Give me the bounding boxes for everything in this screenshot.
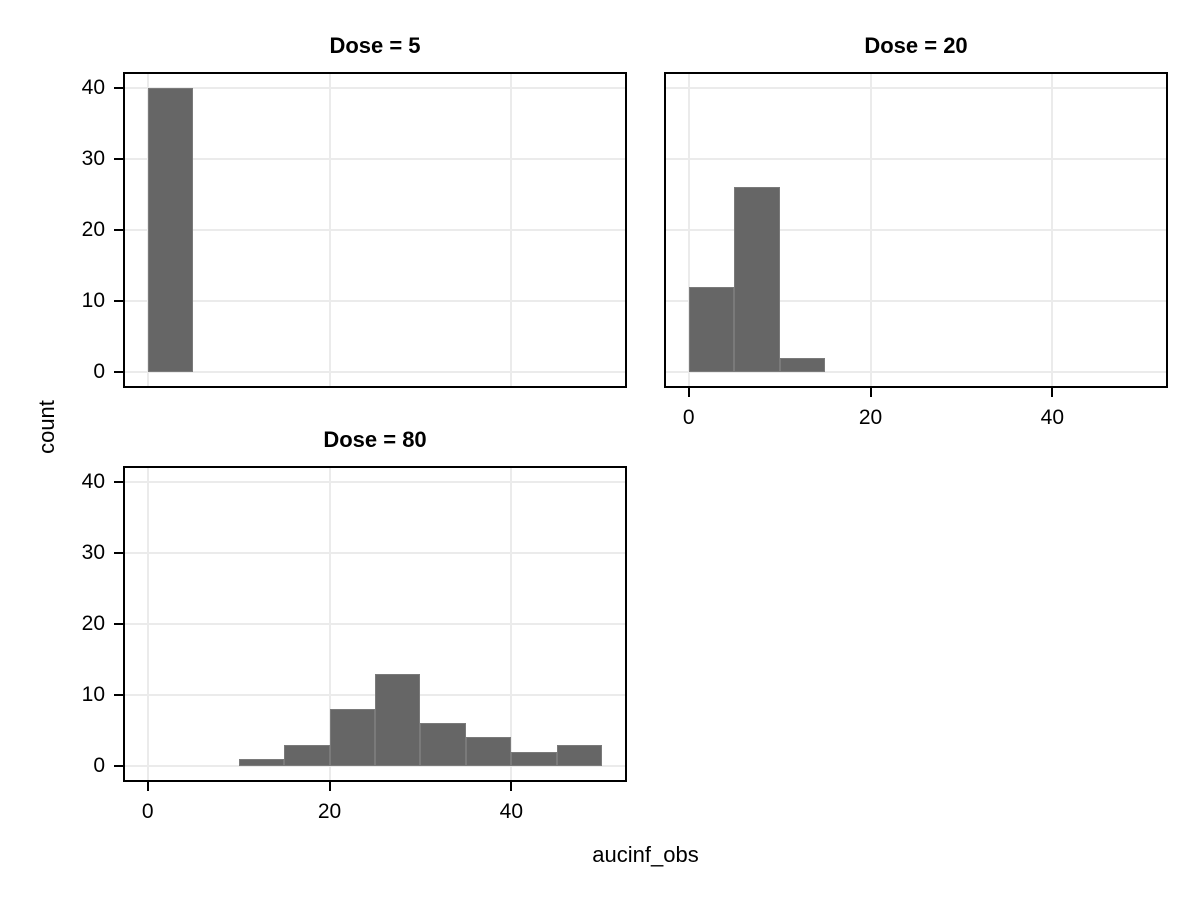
gridline-y-30 [666,158,1166,161]
histogram-bar [688,286,735,372]
gridline-y-40 [666,87,1166,90]
y-tick-label: 0 [93,359,105,383]
x-tick-label: 20 [317,800,342,823]
histogram-bar [375,673,421,766]
gridline-y-0 [125,764,625,767]
x-tick-label: 0 [141,800,154,823]
y-tick-mark [114,229,123,231]
gridline-y-40 [125,481,625,484]
y-tick-mark [114,764,123,767]
x-tick-label: 0 [682,406,695,429]
gridline-x-40 [1051,74,1054,386]
facet-panel-dose-5 [123,72,627,388]
gridline-x-20 [328,468,331,780]
histogram-bar [147,88,194,372]
y-tick-label: 10 [81,288,105,312]
gridline-y-10 [666,299,1166,302]
gridline-y-40 [125,87,625,90]
histogram-bar [511,751,557,766]
gridline-y-20 [125,623,625,625]
gridline-y-0 [666,370,1166,373]
gridline-y-20 [666,229,1166,231]
histogram-bar [420,723,466,766]
gridline-x-40 [510,468,513,780]
y-tick-mark [114,158,123,161]
y-tick-mark [114,623,123,625]
y-tick-label: 0 [93,753,105,777]
y-tick-label: 10 [81,682,105,706]
y-tick-label: 30 [81,541,105,565]
gridline-x-20 [328,74,331,386]
x-tick-mark [687,388,690,397]
histogram-bar [779,357,826,372]
gridline-x-0 [687,74,690,386]
gridline-y-30 [125,158,625,161]
gridline-y-10 [125,299,625,302]
gridline-y-30 [125,552,625,555]
facet-panel-dose-20 [664,72,1168,388]
y-tick-mark [114,299,123,302]
histogram-bar [284,744,330,766]
gridline-x-0 [146,468,149,780]
facet-strip-dose-20: Dose = 20 [864,33,968,58]
histogram-bar [465,737,512,766]
y-tick-label: 40 [81,76,105,100]
x-axis-title: aucinf_obs [592,842,699,867]
histogram-bar [238,758,285,766]
y-tick-mark [114,370,123,373]
y-tick-mark [114,481,123,484]
facet-panel-dose-80 [123,466,627,782]
y-tick-label: 20 [81,612,105,635]
x-tick-mark [146,782,149,791]
gridline-y-0 [125,370,625,373]
histogram-bar [734,187,780,372]
y-tick-label: 30 [81,147,105,171]
y-tick-label: 20 [81,218,105,241]
x-tick-mark [1051,388,1054,397]
x-tick-label: 40 [499,800,524,823]
y-tick-mark [114,693,123,696]
histogram-bar [556,744,603,766]
x-tick-label: 20 [858,406,883,429]
gridline-x-20 [869,74,872,386]
y-tick-mark [114,552,123,555]
x-tick-label: 40 [1040,406,1065,429]
histogram-bar [329,709,375,766]
gridline-x-40 [510,74,513,386]
x-tick-mark [869,388,872,397]
facet-strip-dose-80: Dose = 80 [323,427,427,452]
x-tick-mark [328,782,331,791]
y-tick-label: 40 [81,470,105,494]
x-tick-mark [510,782,513,791]
facet-strip-dose-5: Dose = 5 [329,33,421,58]
gridline-y-20 [125,229,625,231]
y-tick-mark [114,87,123,90]
